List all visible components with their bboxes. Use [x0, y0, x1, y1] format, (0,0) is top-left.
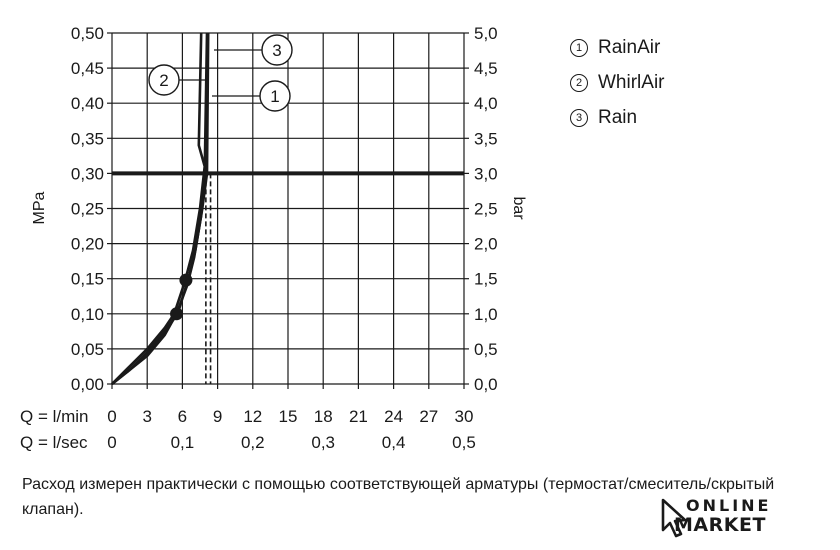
y-tick-label-left: 0,45 — [71, 59, 104, 78]
y-tick-label-right: 5,0 — [474, 24, 498, 43]
y-axis-right-label: bar — [510, 196, 527, 220]
cursor-icon — [661, 498, 687, 538]
x-tick-label: 24 — [384, 407, 403, 426]
callout-circle — [261, 34, 293, 66]
watermark-line1: ONLINE — [686, 496, 772, 515]
data-point-marker — [179, 273, 193, 287]
x-axis-row-label: Q = l/min — [20, 407, 89, 426]
watermark-line2: MARKET — [674, 514, 766, 536]
legend-item-whirlair: 2 WhirlAir — [570, 65, 665, 100]
y-axis-right-ticks: 0,0 0,5 1,0 1,5 2,0 2,5 3,0 3,5 4,0 4,5 5,0 — [474, 24, 498, 394]
x-tick-label: 0,1 — [171, 433, 195, 452]
callout-circle — [259, 80, 291, 112]
chart-caption: Расход измерен практически с помощью соо… — [22, 476, 775, 518]
y-tick-label-left: 0,10 — [71, 305, 104, 324]
x-tick-label: 0,2 — [241, 433, 265, 452]
y-tick-label-left: 0,30 — [71, 164, 104, 183]
x-tick-label: 0,4 — [382, 433, 406, 452]
y-tick-label-right: 2,0 — [474, 235, 498, 254]
x-tick-label: 9 — [213, 407, 222, 426]
x-tick-label: 21 — [349, 407, 368, 426]
callout-number: 3 — [272, 41, 281, 60]
legend-label: RainAir — [598, 37, 661, 58]
watermark-logo: ONLINE MARKET — [660, 496, 800, 542]
legend-label: Rain — [598, 107, 638, 128]
x-tick-label: 0,3 — [311, 433, 335, 452]
y-tick-label-left: 0,20 — [71, 235, 104, 254]
series-callouts: 1 2 3 — [148, 34, 293, 112]
x-tick-label: 0 — [107, 433, 116, 452]
x-tick-label: 6 — [178, 407, 187, 426]
y-axis-left-label: MPa — [31, 191, 48, 224]
legend-item-rain: 3 Rain — [570, 100, 665, 135]
y-tick-label-right: 0,5 — [474, 340, 498, 359]
callout-number: 1 — [270, 87, 279, 106]
chart-grid — [107, 32, 469, 389]
x-tick-label: 0,5 — [452, 433, 476, 452]
chart-legend: 1 RainAir 2 WhirlAir 3 Rain — [570, 30, 665, 135]
legend-number: 1 — [570, 38, 588, 57]
y-tick-label-right: 4,0 — [474, 94, 498, 113]
y-tick-label-right: 0,0 — [474, 375, 498, 394]
y-tick-label-left: 0,00 — [71, 375, 104, 394]
y-tick-label-right: 4,5 — [474, 59, 498, 78]
legend-label: WhirlAir — [598, 72, 665, 93]
x-axis-rows: Q = l/min 0 3 6 9 12 15 18 21 24 27 30 Q = l/sec 0 0,1… — [20, 407, 476, 452]
y-tick-label-left: 0,40 — [71, 94, 104, 113]
y-axis-left-ticks: 0,00 0,05 0,10 0,15 0,20 0,25 0,30 0,35 0,40 0,45… — [71, 24, 104, 394]
y-tick-label-left: 0,35 — [71, 129, 104, 148]
y-tick-label-right: 1,5 — [474, 270, 498, 289]
y-tick-label-right: 3,0 — [474, 164, 498, 183]
chart-series — [111, 32, 212, 386]
x-tick-label: 27 — [419, 407, 438, 426]
flow-chart: 0,000,050,100,150,200,250,300,350,400,45… — [20, 24, 527, 452]
y-tick-label-left: 0,05 — [71, 340, 104, 359]
y-tick-label-right: 3,5 — [474, 129, 498, 148]
y-tick-label-left: 0,25 — [71, 200, 104, 219]
x-axis-row-label: Q = l/sec — [20, 433, 88, 452]
y-tick-label-right: 2,5 — [474, 200, 498, 219]
x-tick-label: 18 — [314, 407, 333, 426]
legend-number: 3 — [570, 108, 588, 127]
callout-number: 2 — [159, 71, 168, 90]
y-tick-label-right: 1,0 — [474, 305, 498, 324]
callout-circle — [148, 64, 180, 96]
x-tick-label: 30 — [455, 407, 474, 426]
x-tick-label: 12 — [243, 407, 262, 426]
y-tick-label-left: 0,15 — [71, 270, 104, 289]
series-line-rain — [111, 32, 210, 386]
legend-item-rainair: 1 RainAir — [570, 30, 665, 65]
y-tick-label-left: 0,50 — [71, 24, 104, 43]
x-tick-label: 0 — [107, 407, 116, 426]
legend-number: 2 — [570, 73, 588, 92]
data-point-marker — [170, 307, 184, 321]
x-tick-label: 15 — [279, 407, 298, 426]
x-tick-label: 3 — [142, 407, 151, 426]
